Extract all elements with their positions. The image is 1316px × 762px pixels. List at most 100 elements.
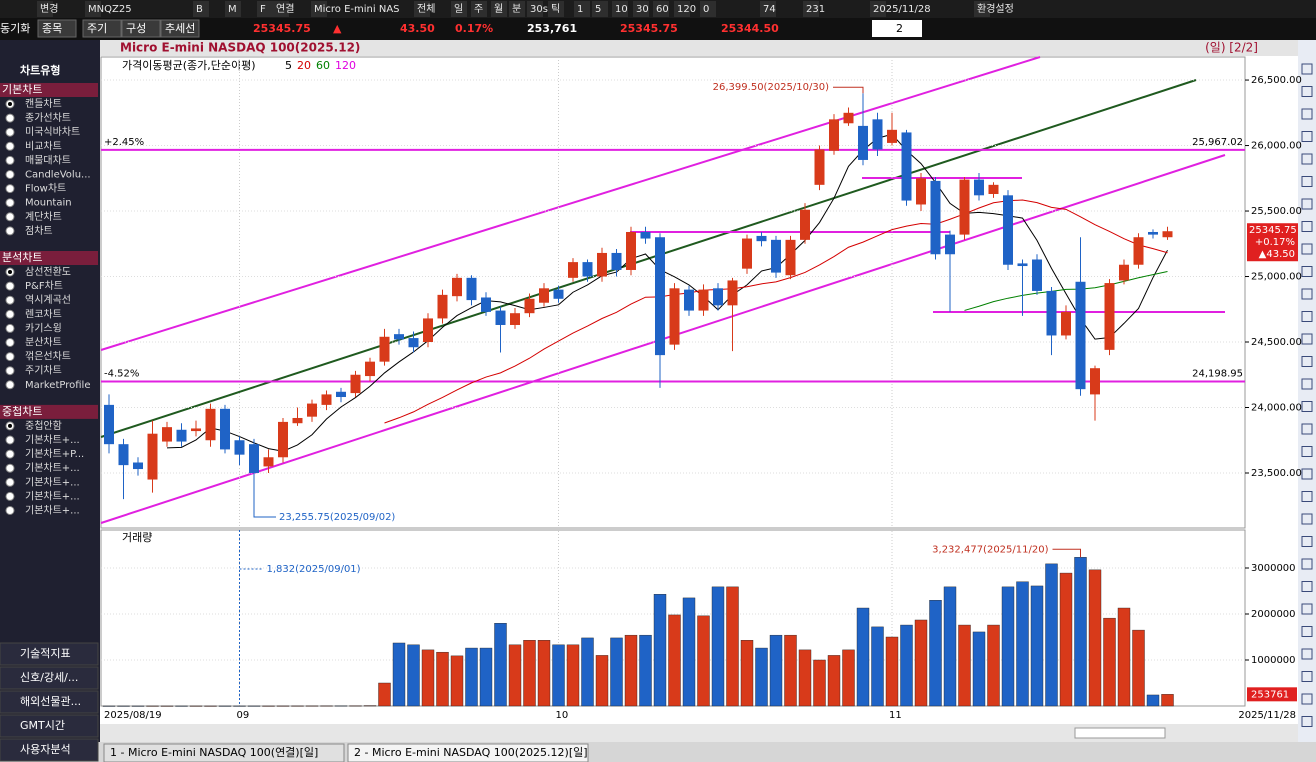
tool-icon[interactable] <box>1301 333 1313 345</box>
radio[interactable] <box>5 449 15 459</box>
scroll-range[interactable] <box>1074 727 1166 739</box>
sidebar-item[interactable]: 기본차트+... <box>25 434 80 446</box>
sidebar-item[interactable]: 카기스윙 <box>25 322 62 334</box>
radio[interactable] <box>5 506 15 515</box>
scrollbar[interactable] <box>100 724 1298 742</box>
sidebar-item[interactable]: 미국식바차트 <box>25 126 80 138</box>
toolbar-item[interactable]: 동기화 <box>0 22 30 35</box>
tool-icon[interactable] <box>1301 558 1313 570</box>
toolbar-item[interactable]: 전체 <box>417 3 435 15</box>
radio[interactable] <box>5 170 15 179</box>
tool-icon[interactable] <box>1301 288 1313 300</box>
toolbar-item[interactable]: MNQZ25 <box>88 4 132 15</box>
sidebar-item[interactable]: 주기차트 <box>25 365 62 377</box>
toolbar-button[interactable] <box>548 1 564 17</box>
toolbar-button[interactable] <box>803 1 819 17</box>
toolbar-item[interactable]: 일 <box>454 3 463 15</box>
sidebar-item[interactable]: Mountain <box>25 198 72 209</box>
bottom-menu-label[interactable]: 해외선물관... <box>20 694 81 708</box>
radio[interactable] <box>5 477 15 487</box>
radio[interactable] <box>5 338 15 347</box>
toolbar-item[interactable]: 주기 <box>87 22 107 35</box>
bottom-menu[interactable] <box>0 714 99 738</box>
sidebar-item[interactable]: 비교차트 <box>25 140 62 152</box>
toolbar-button[interactable] <box>509 1 525 17</box>
toolbar-item[interactable]: F <box>260 4 266 15</box>
radio[interactable] <box>5 295 15 305</box>
sidebar-item[interactable]: 계단차트 <box>25 211 62 223</box>
tool-icon[interactable] <box>1301 648 1313 660</box>
toolbar-item[interactable]: 추세선 <box>165 22 195 35</box>
toolbar-item[interactable]: 변경 <box>40 2 58 15</box>
sidebar-item[interactable]: 기본차트+... <box>25 462 80 474</box>
sidebar-item[interactable]: MarketProfile <box>25 380 90 391</box>
sidebar-item[interactable]: 매물대차트 <box>25 154 71 166</box>
toolbar-item[interactable]: 5 <box>595 4 601 15</box>
tool-icon[interactable] <box>1301 378 1313 390</box>
bottom-menu[interactable] <box>0 690 99 714</box>
sidebar-item[interactable]: 기본차트+P... <box>25 448 84 460</box>
radio[interactable] <box>5 380 15 390</box>
tool-icon[interactable] <box>1301 108 1313 120</box>
tool-icon[interactable] <box>1301 401 1313 412</box>
bottom-menu[interactable] <box>0 666 99 690</box>
tool-icon[interactable] <box>1301 446 1313 457</box>
toolbar-item[interactable]: 0 <box>703 4 709 15</box>
toolbar-item[interactable]: 74 <box>763 4 776 15</box>
toolbar-button[interactable] <box>414 1 430 17</box>
sidebar-item[interactable]: 종가선차트 <box>25 112 71 124</box>
toolbar-item[interactable]: 월 <box>494 3 503 15</box>
bottom-menu-label[interactable]: 기술적지표 <box>20 647 71 660</box>
tab[interactable] <box>347 743 589 762</box>
toolbar-item[interactable]: 30 <box>636 4 649 15</box>
bottom-menu-label[interactable]: GMT시간 <box>20 719 65 732</box>
tool-icon[interactable] <box>1301 468 1313 480</box>
sidebar-item[interactable]: 기본차트+... <box>25 505 80 517</box>
toolbar-button[interactable] <box>37 19 77 38</box>
sidebar-item[interactable]: 중첩안함 <box>25 420 62 432</box>
radio[interactable] <box>5 155 15 165</box>
tool-icon[interactable] <box>1301 153 1313 165</box>
radio[interactable] <box>5 352 15 362</box>
toolbar-button[interactable] <box>574 1 590 17</box>
tool-icon[interactable] <box>1301 198 1313 210</box>
radio[interactable] <box>5 366 15 376</box>
radio[interactable] <box>5 309 15 319</box>
tab-label[interactable]: 2 - Micro E-mini NASDAQ 100(2025.12)[일] <box>354 745 588 759</box>
tool-icon[interactable] <box>1301 266 1313 277</box>
toolbar-button[interactable] <box>121 19 161 38</box>
toolbar-item[interactable]: 2025/11/28 <box>873 4 931 15</box>
toolbar-button[interactable] <box>225 1 241 17</box>
tab-label[interactable]: 1 - Micro E-mini NASDAQ 100(연결)[일] <box>110 745 318 759</box>
toolbar-item[interactable]: 30s <box>530 4 548 15</box>
toolbar-button[interactable] <box>311 1 327 17</box>
toolbar-item[interactable]: 분 <box>512 3 521 15</box>
layout-count[interactable]: 2 <box>896 22 903 35</box>
sidebar-item[interactable]: 역시계곡선 <box>25 294 71 306</box>
tool-icon[interactable] <box>1301 243 1313 255</box>
toolbar-button[interactable] <box>82 19 122 38</box>
radio[interactable] <box>5 113 15 123</box>
radio[interactable] <box>5 198 15 208</box>
toolbar-button[interactable] <box>491 1 507 17</box>
toolbar-button[interactable] <box>451 1 467 17</box>
toolbar-button[interactable] <box>674 1 690 17</box>
toolbar-item[interactable]: 주 <box>474 4 483 15</box>
tool-icon[interactable] <box>1301 491 1313 502</box>
tool-icon[interactable] <box>1301 536 1313 547</box>
radio[interactable] <box>5 435 15 445</box>
toolbar-button[interactable] <box>653 1 669 17</box>
sidebar-item[interactable]: 점차트 <box>25 225 53 237</box>
toolbar-item[interactable]: 환경설정 <box>977 2 1014 15</box>
radio[interactable] <box>5 184 15 194</box>
layout-select[interactable] <box>872 20 922 37</box>
toolbar-item[interactable]: 연결 <box>276 3 294 15</box>
tool-icon[interactable] <box>1301 671 1313 682</box>
tab[interactable] <box>103 743 345 762</box>
sidebar-item[interactable]: 캔들차트 <box>25 98 62 110</box>
radio[interactable] <box>5 491 15 501</box>
tool-icon[interactable] <box>1301 176 1313 187</box>
radio[interactable] <box>5 226 15 236</box>
toolbar-button[interactable] <box>160 19 200 38</box>
toolbar-item[interactable]: 231 <box>806 4 825 15</box>
